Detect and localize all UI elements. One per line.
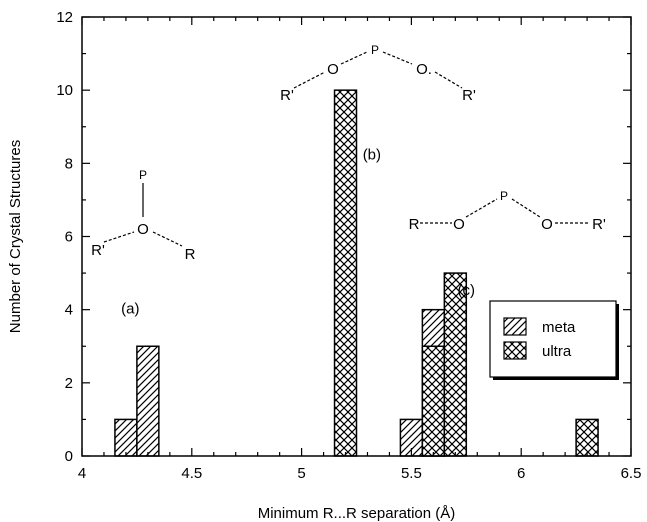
- x-axis-title: Minimum R...R separation (Å): [258, 505, 456, 522]
- bar-ultra-5.7: [443, 272, 468, 457]
- y-tick-label: 10: [56, 82, 73, 99]
- structure-a-p: P: [139, 168, 147, 182]
- y-tick-label: 2: [65, 375, 73, 392]
- axis-tick-labels: 4 4.5 5 5.5 6 6.5 0 2 4 6 8 10 12: [56, 9, 641, 482]
- structure-b-r-right: R': [462, 87, 476, 104]
- structure-b-o2: O.: [416, 61, 432, 78]
- structure-c-o1: O: [453, 216, 465, 233]
- structure-a-o: O: [137, 221, 149, 238]
- legend-swatch-ultra: [503, 341, 527, 360]
- structure-c-o2: O: [541, 216, 553, 233]
- legend-label-meta: meta: [542, 319, 576, 336]
- x-tick-label: 6.5: [621, 465, 642, 482]
- y-axis-title: Number of Crystal Structures: [7, 140, 24, 333]
- structure-a-r-left: R': [91, 242, 105, 259]
- x-tick-label: 6: [517, 465, 525, 482]
- structure-b-p: P: [371, 43, 379, 57]
- bars-layer: [114, 89, 599, 457]
- y-tick-label: 8: [65, 155, 73, 172]
- panel-annotations: (a) (b) (c): [121, 147, 475, 318]
- y-tick-label: 12: [56, 9, 73, 26]
- x-tick-label: 4.5: [181, 465, 202, 482]
- structure-a-r-right: R: [185, 246, 196, 263]
- bar-ultra-5.6: [421, 345, 446, 457]
- bar-ultra-5.2: [333, 89, 358, 457]
- structure-c: P R O O R': [409, 189, 606, 233]
- x-tick-label: 4: [78, 465, 86, 482]
- structure-b-r-left: R': [280, 87, 294, 104]
- bar-ultra-6.3: [575, 418, 599, 457]
- structure-c-r-right: R': [592, 216, 606, 233]
- bar-meta-4.2: [114, 418, 138, 457]
- legend-swatch-meta: [503, 317, 527, 336]
- structure-a: P O R' R: [91, 168, 195, 263]
- structure-c-p: P: [500, 189, 508, 203]
- legend: meta ultra: [489, 300, 619, 380]
- y-tick-label: 0: [65, 448, 73, 465]
- x-tick-label: 5.5: [401, 465, 422, 482]
- annotation-label: (c): [458, 282, 476, 299]
- y-tick-label: 4: [65, 302, 73, 319]
- legend-label-ultra: ultra: [542, 343, 572, 360]
- axis-ticks: [81, 16, 632, 457]
- y-tick-label: 6: [65, 229, 73, 246]
- legend-box: [489, 300, 617, 378]
- structure-b: P O O. R' R': [280, 43, 476, 104]
- annotation-label: (a): [121, 300, 139, 317]
- x-tick-label: 5: [297, 465, 305, 482]
- structure-b-o1: O: [327, 61, 339, 78]
- structure-c-r-left: R: [409, 216, 420, 233]
- bar-meta-4.3: [136, 345, 160, 457]
- annotation-label: (b): [363, 147, 381, 164]
